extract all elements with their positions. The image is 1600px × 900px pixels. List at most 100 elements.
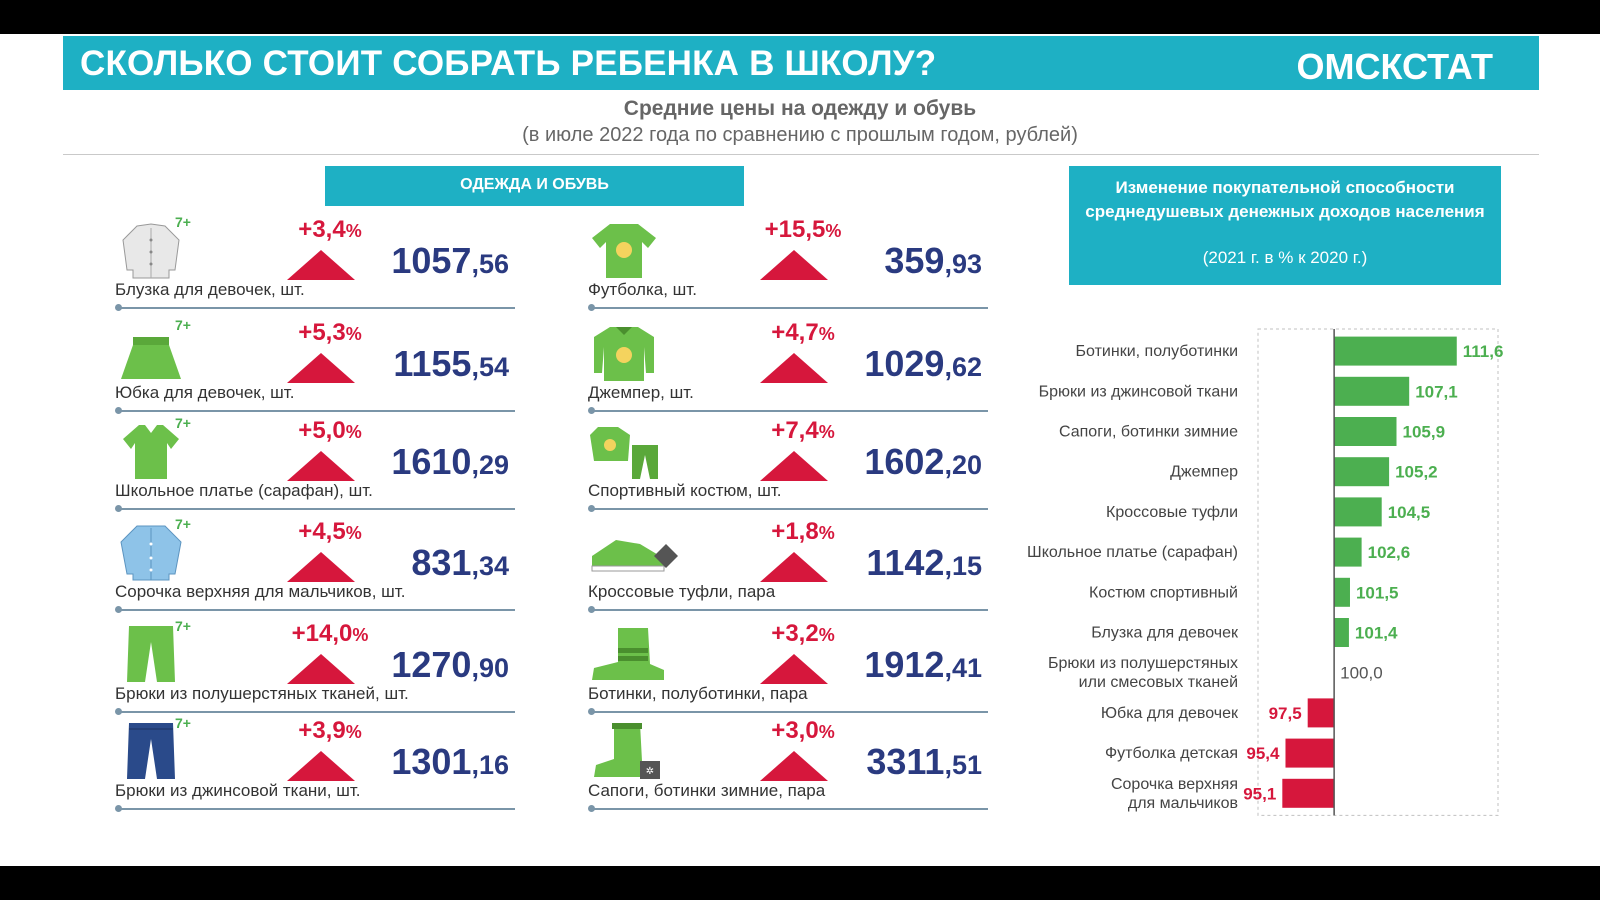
chart-value-label: 102,6 [1368, 543, 1411, 562]
price-item: +7,4% 1602,20 Спортивный костюм, шт. [588, 415, 988, 513]
item-underline [590, 711, 988, 713]
price-change: +7,4% [758, 417, 848, 445]
chart-category-label: Костюм спортивный [1089, 584, 1238, 601]
price-change-value: +14,0 [291, 620, 353, 647]
price-item: 7+ +14,0% 1270,90 Брюки из полушерстяных тк… [115, 618, 515, 716]
page-title: СКОЛЬКО СТОИТ СОБРАТЬ РЕБЕНКА В ШКОЛУ? [80, 44, 937, 83]
winter-boot-icon: ✲ [588, 721, 660, 781]
price-item: 7+ +5,0% 1610,29 Школьное платье (сарафан),… [115, 415, 515, 513]
subtitle-note: (в июле 2022 года по сравнению с прошлым… [522, 124, 1078, 146]
price-integer: 1602 [864, 441, 945, 482]
price-value: 3311,51 [866, 741, 982, 783]
price-decimal: ,41 [944, 653, 982, 683]
item-underline-dot [588, 708, 595, 715]
chart-category-label: Брюки из полушерстяных или смесовых ткане… [1048, 655, 1238, 691]
increase-arrow-icon [287, 250, 355, 280]
price-change-value: +4,7 [771, 319, 819, 346]
dress-icon [115, 421, 187, 481]
price-integer: 1610 [391, 441, 472, 482]
shirt-icon [115, 522, 187, 582]
chart-bar [1334, 497, 1382, 527]
price-value: 359,93 [884, 240, 982, 282]
subtitle: Средние цены на одежду и обувь [623, 97, 977, 120]
price-value: 1057,56 [391, 240, 509, 282]
price-change: +3,2% [758, 620, 848, 648]
chart-category-label: Юбка для девочек [1101, 705, 1239, 722]
percent-sign: % [818, 625, 835, 645]
price-item: ✲ +3,0% 3311,51 Сапоги, ботинки зимние, пар… [588, 715, 988, 813]
price-change: +14,0% [285, 620, 375, 648]
price-integer: 831 [411, 542, 472, 583]
chart-bar [1334, 457, 1390, 487]
item-underline-dot [115, 606, 122, 613]
item-underline-dot [588, 805, 595, 812]
price-decimal: ,62 [944, 352, 982, 382]
chart-category-label: Кроссовые туфли [1106, 504, 1238, 521]
price-decimal: ,90 [471, 653, 509, 683]
item-underline-dot [588, 606, 595, 613]
tshirt-icon [588, 220, 660, 280]
price-value: 1142,15 [866, 542, 982, 584]
price-integer: 1029 [864, 343, 945, 384]
price-decimal: ,34 [471, 551, 509, 581]
chart-bar [1334, 618, 1349, 647]
item-underline [117, 410, 515, 412]
price-change: +5,0% [285, 417, 375, 445]
price-value: 1270,90 [391, 644, 509, 686]
increase-arrow-icon [287, 451, 355, 481]
age-badge: 7+ [175, 715, 191, 731]
price-change-value: +3,2 [771, 620, 819, 647]
chart-bar [1307, 698, 1335, 728]
price-change: +4,5% [285, 518, 375, 546]
chart-value-label: 111,6 [1463, 342, 1504, 361]
increase-arrow-icon [287, 353, 355, 383]
item-underline [590, 307, 988, 309]
percent-sign: % [345, 523, 362, 543]
price-integer: 1057 [391, 240, 472, 281]
price-decimal: ,20 [944, 450, 982, 480]
chart-category-label: Школьное платье (сарафан) [1027, 544, 1238, 561]
percent-sign: % [818, 422, 835, 442]
chart-category-label: Сапоги, ботинки зимние [1059, 424, 1238, 441]
item-label: Футболка, шт. [588, 280, 697, 299]
price-item: 7+ +3,4% 1057,56 Блузка для девочек, шт. [115, 214, 515, 312]
item-underline [590, 808, 988, 810]
price-decimal: ,93 [944, 249, 982, 279]
item-underline [590, 508, 988, 510]
chart-value-label: 100,0 [1340, 664, 1383, 683]
chart-note: (2021 г. в % к 2020 г.) [1202, 248, 1368, 267]
age-badge: 7+ [175, 214, 191, 230]
price-value: 1602,20 [864, 441, 982, 483]
chart-bar [1282, 778, 1335, 808]
increase-arrow-icon [760, 654, 828, 684]
item-underline [117, 609, 515, 611]
price-value: 1912,41 [864, 644, 982, 686]
blouse-icon [115, 220, 187, 280]
age-badge: 7+ [175, 415, 191, 431]
increase-arrow-icon [287, 552, 355, 582]
increase-arrow-icon [760, 353, 828, 383]
chart-category-label: Сорочка верхняя для мальчиков [1111, 776, 1238, 812]
item-label: Юбка для девочек, шт. [115, 383, 295, 402]
item-underline-dot [588, 304, 595, 311]
chart-category-label: Джемпер [1170, 464, 1238, 481]
item-label: Джемпер, шт. [588, 383, 694, 402]
price-integer: 1270 [391, 644, 472, 685]
item-label: Школьное платье (сарафан), шт. [115, 481, 373, 500]
item-underline [117, 808, 515, 810]
purchasing-power-chart: 111,6 Ботинки, полуботинки 107,1 Брюки из д… [1027, 328, 1504, 816]
percent-sign: % [818, 523, 835, 543]
header-banner: СКОЛЬКО СТОИТ СОБРАТЬ РЕБЕНКА В ШКОЛУ? О… [63, 36, 1539, 90]
chart-category-label: Ботинки, полуботинки [1076, 343, 1238, 360]
price-change: +3,9% [285, 717, 375, 745]
chart-value-label: 95,4 [1246, 744, 1280, 763]
increase-arrow-icon [287, 751, 355, 781]
chart-bar [1285, 738, 1335, 768]
age-badge: 7+ [175, 317, 191, 333]
price-decimal: ,51 [944, 750, 982, 780]
price-change-value: +7,4 [771, 417, 819, 444]
chart-value-label: 107,1 [1415, 382, 1458, 401]
price-decimal: ,15 [944, 551, 982, 581]
chart-title: Изменение покупательной способности сред… [1085, 178, 1485, 221]
price-change-value: +5,3 [298, 319, 346, 346]
